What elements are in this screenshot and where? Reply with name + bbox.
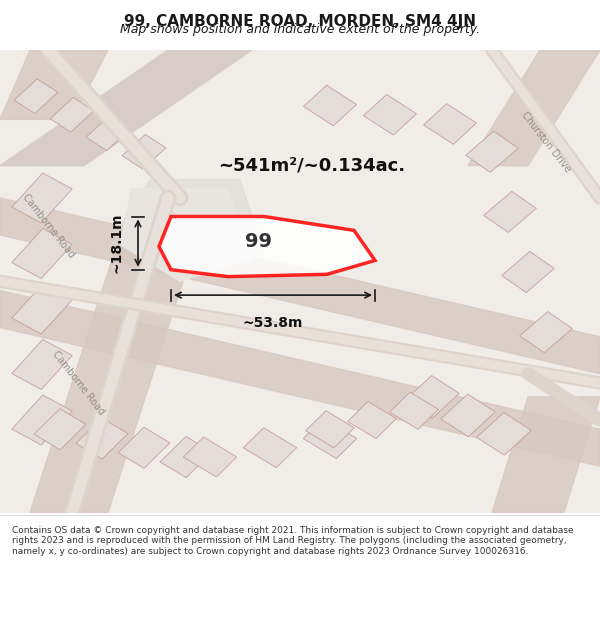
Polygon shape bbox=[86, 116, 130, 151]
Polygon shape bbox=[477, 412, 531, 455]
Text: ~541m²/~0.134ac.: ~541m²/~0.134ac. bbox=[218, 157, 406, 174]
Polygon shape bbox=[405, 376, 459, 418]
Polygon shape bbox=[0, 291, 600, 466]
Text: Camborne Road: Camborne Road bbox=[50, 349, 106, 417]
Polygon shape bbox=[14, 79, 58, 114]
Text: 99: 99 bbox=[245, 232, 271, 251]
Polygon shape bbox=[0, 50, 252, 166]
Polygon shape bbox=[159, 216, 375, 277]
Text: Contains OS data © Crown copyright and database right 2021. This information is : Contains OS data © Crown copyright and d… bbox=[12, 526, 574, 556]
Polygon shape bbox=[304, 85, 356, 126]
Polygon shape bbox=[34, 409, 86, 450]
Polygon shape bbox=[441, 394, 495, 437]
Text: 99, CAMBORNE ROAD, MORDEN, SM4 4JN: 99, CAMBORNE ROAD, MORDEN, SM4 4JN bbox=[124, 14, 476, 29]
Polygon shape bbox=[12, 229, 72, 279]
Text: Map shows position and indicative extent of the property.: Map shows position and indicative extent… bbox=[120, 23, 480, 36]
Polygon shape bbox=[12, 173, 72, 223]
Polygon shape bbox=[120, 179, 264, 272]
Polygon shape bbox=[347, 401, 397, 439]
Polygon shape bbox=[160, 436, 212, 478]
Polygon shape bbox=[118, 427, 170, 468]
Polygon shape bbox=[0, 50, 108, 119]
Polygon shape bbox=[466, 131, 518, 173]
Polygon shape bbox=[0, 198, 600, 374]
Polygon shape bbox=[389, 392, 439, 429]
Polygon shape bbox=[484, 191, 536, 232]
Polygon shape bbox=[12, 284, 72, 334]
Polygon shape bbox=[30, 198, 210, 512]
Text: ~18.1m: ~18.1m bbox=[109, 213, 123, 273]
Polygon shape bbox=[183, 437, 237, 477]
Polygon shape bbox=[492, 397, 600, 512]
Polygon shape bbox=[50, 98, 94, 132]
Text: ~53.8m: ~53.8m bbox=[243, 316, 303, 330]
Polygon shape bbox=[305, 411, 355, 448]
Polygon shape bbox=[120, 189, 252, 281]
Text: Churston Drive: Churston Drive bbox=[520, 111, 572, 174]
Polygon shape bbox=[12, 395, 72, 445]
Polygon shape bbox=[76, 418, 128, 459]
Polygon shape bbox=[468, 50, 600, 166]
Polygon shape bbox=[520, 312, 572, 352]
Polygon shape bbox=[364, 94, 416, 135]
Text: Camborne Road: Camborne Road bbox=[20, 192, 76, 259]
Polygon shape bbox=[12, 339, 72, 389]
Polygon shape bbox=[122, 134, 166, 169]
Polygon shape bbox=[303, 419, 357, 459]
Polygon shape bbox=[243, 428, 297, 468]
Polygon shape bbox=[424, 104, 476, 144]
Polygon shape bbox=[502, 251, 554, 292]
